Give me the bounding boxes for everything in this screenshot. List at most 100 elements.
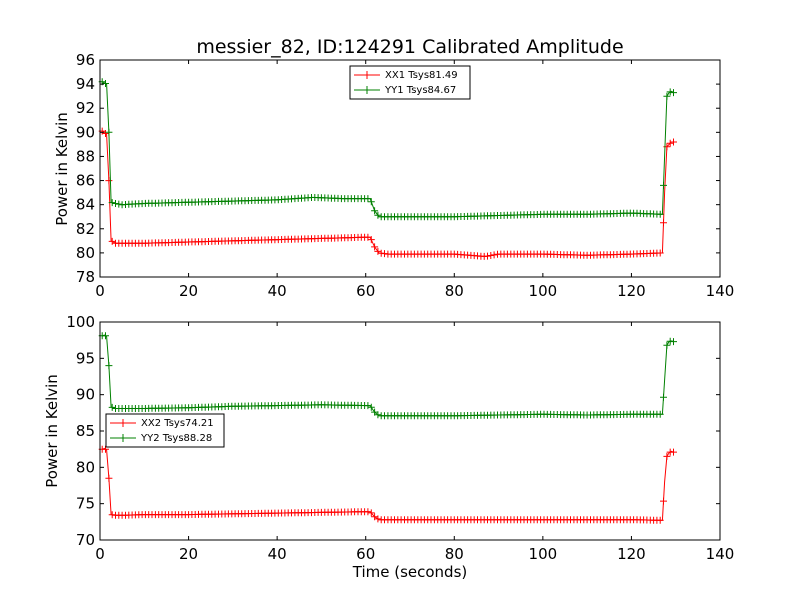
top-x-tick-label: 60: [356, 282, 375, 300]
top-series-1-point: [670, 89, 677, 97]
top-series-1-point: [660, 181, 667, 189]
top-series-1-point: [666, 88, 674, 96]
bottom-series-1-point: [663, 341, 671, 349]
bottom-y-tick-label: 85: [76, 422, 95, 440]
top-series-0-point: [108, 237, 116, 245]
legend-label-xx2: XX2 Tsys74.21: [141, 418, 214, 429]
bottom-x-tick-label: 80: [445, 545, 464, 563]
top-chart-plot-area: [98, 78, 677, 260]
top-chart-frame: [99, 59, 721, 278]
legend-marker-yy1: [363, 86, 371, 94]
bottom-chart-y-axis-label: Power in Kelvin: [43, 374, 61, 488]
top-chart-legend: XX1 Tsys81.49 YY1 Tsys84.67: [349, 65, 471, 100]
bottom-series-1-point: [367, 403, 375, 411]
bottom-y-tick-label: 95: [76, 349, 95, 367]
top-y-tick-label: 94: [76, 75, 95, 93]
bottom-series-0-point: [670, 448, 677, 456]
bottom-y-tick-label: 100: [66, 313, 95, 331]
top-series-0-point: [367, 236, 375, 244]
top-series-1-point: [112, 200, 119, 207]
top-series-1-point: [663, 92, 671, 100]
top-y-tick-label: 80: [76, 244, 95, 262]
top-series-1-point: [105, 128, 113, 136]
bottom-x-tick-label: 60: [356, 545, 375, 563]
top-series-0-point: [670, 138, 677, 146]
top-series-1-point: [364, 195, 372, 203]
top-series-0-point: [666, 139, 674, 147]
bottom-chart-legend: XX2 Tsys74.21 YY2 Tsys88.28: [105, 413, 225, 448]
bottom-y-tick-label: 90: [76, 386, 95, 404]
bottom-x-tick-label: 0: [95, 545, 105, 563]
top-chart-title: messier_82, ID:124291 Calibrated Amplitu…: [196, 36, 623, 58]
bottom-y-tick-label: 70: [76, 531, 95, 549]
top-x-tick-label: 40: [268, 282, 287, 300]
top-chart-y-axis-label: Power in Kelvin: [53, 112, 71, 226]
legend-marker-xx2: [119, 419, 127, 427]
top-series-1-point: [102, 80, 109, 87]
bottom-series-1-point: [105, 362, 113, 370]
top-x-tick-label: 100: [529, 282, 558, 300]
bottom-y-tick-label: 75: [76, 495, 95, 513]
bottom-series-0-point: [105, 474, 113, 482]
top-series-1-point: [108, 199, 116, 207]
bottom-chart-ticks: 0 20 40 60 80 100 120 140 70 75 80 85 90 95 100: [66, 313, 734, 563]
top-chart: messier_82, ID:124291 Calibrated Amplitu…: [53, 36, 734, 300]
bottom-y-tick-label: 80: [76, 458, 95, 476]
bottom-x-tick-label: 120: [617, 545, 646, 563]
top-series-0-point: [374, 247, 382, 255]
bottom-series-1-point: [364, 402, 372, 410]
bottom-x-tick-label: 40: [268, 545, 287, 563]
top-y-tick-label: 82: [76, 220, 95, 238]
top-y-tick-label: 88: [76, 147, 95, 165]
top-series-1-point: [371, 207, 379, 215]
top-chart-ticks: 0 20 40 60 80 100 120 140 78 80 82 84 86 88 90 92 94 96: [76, 51, 734, 300]
top-y-tick-label: 86: [76, 172, 95, 190]
bottom-series-0-point: [108, 511, 116, 519]
top-x-tick-label: 80: [445, 282, 464, 300]
bottom-x-tick-label: 140: [706, 545, 735, 563]
bottom-series-1-point: [102, 332, 109, 340]
top-y-tick-label: 84: [76, 196, 95, 214]
bottom-x-tick-label: 100: [529, 545, 558, 563]
top-chart-legend-box: [349, 65, 471, 100]
legend-label-yy2: YY2 Tsys88.28: [140, 433, 212, 444]
top-x-tick-label: 120: [617, 282, 646, 300]
bottom-series-1-point: [374, 411, 382, 419]
top-series-0-point: [487, 252, 495, 259]
top-series-1-point: [367, 198, 375, 206]
bottom-series-1-point: [656, 410, 664, 418]
top-series-0-point: [105, 177, 113, 185]
bottom-chart-x-axis-label: Time (seconds): [352, 563, 468, 581]
bottom-series-1-point: [670, 338, 677, 346]
bottom-series-0-point: [656, 516, 664, 524]
legend-marker-yy2: [119, 434, 127, 442]
legend-label-xx1: XX1 Tsys81.49: [385, 70, 458, 81]
top-series-0-point: [484, 252, 491, 260]
bottom-chart: Power in Kelvin Time (seconds) 0 20 40 60 80…: [43, 313, 734, 581]
top-x-tick-label: 0: [95, 282, 105, 300]
bottom-chart-legend-box: [105, 413, 225, 448]
bottom-series-1-point: [108, 403, 116, 411]
legend-marker-xx1: [363, 71, 371, 79]
bottom-chart-plot-area: [98, 332, 677, 524]
top-series-1-point: [115, 200, 123, 208]
legend-label-yy1: YY1 Tsys84.67: [384, 85, 456, 96]
top-y-tick-label: 92: [76, 99, 95, 117]
bottom-series-0-point: [367, 509, 375, 517]
top-series-0-point: [656, 249, 664, 257]
top-series-1-point: [374, 211, 382, 219]
top-x-tick-label: 20: [179, 282, 198, 300]
top-series-0-point: [660, 219, 667, 227]
top-series-0-point: [490, 251, 498, 259]
top-series-0-point: [102, 130, 109, 137]
bottom-series-0-point: [663, 452, 671, 460]
top-series-0-point: [371, 243, 379, 251]
bottom-series-0-point: [660, 497, 667, 505]
top-x-tick-label: 140: [706, 282, 735, 300]
bottom-series-0-point: [374, 515, 382, 523]
bottom-series-0-point: [364, 508, 372, 516]
top-y-tick-label: 96: [76, 51, 95, 69]
top-y-tick-label: 90: [76, 123, 95, 141]
top-series-1-point: [656, 210, 664, 218]
